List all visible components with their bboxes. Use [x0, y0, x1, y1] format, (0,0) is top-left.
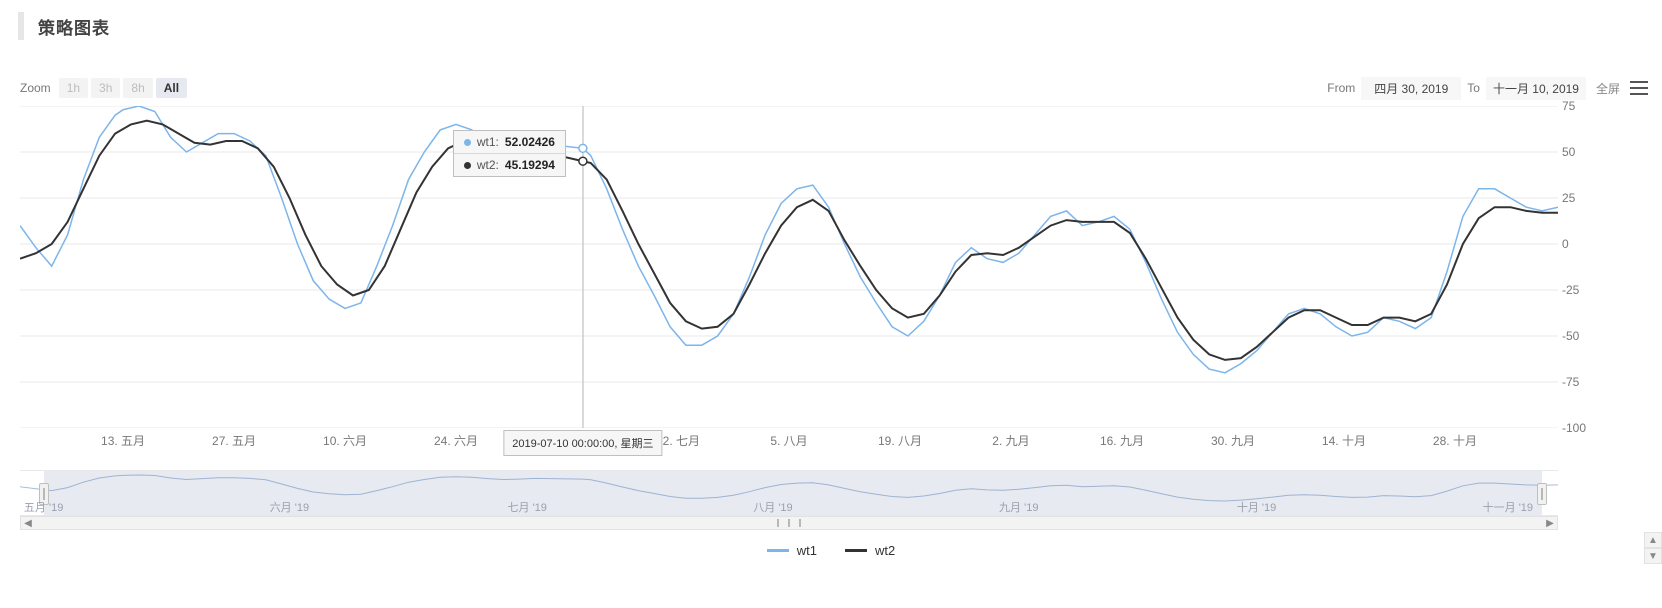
vertical-scroll-buttons: ▲ ▼ [1644, 532, 1662, 564]
hover-point-wt1 [579, 144, 587, 152]
title-accent-bar [18, 12, 24, 40]
legend-swatch-icon [845, 549, 867, 552]
y-tick-label: 25 [1562, 191, 1575, 205]
scroll-grip-icon[interactable] [777, 519, 801, 527]
chart-toolbar: Zoom 1h3h8hAll From 四月 30, 2019 To 十一月 1… [20, 74, 1648, 102]
scroll-down-icon[interactable]: ▼ [1644, 548, 1662, 564]
legend-item-wt1[interactable]: wt1 [767, 543, 817, 558]
hover-point-wt2 [579, 157, 587, 165]
page-title: 策略图表 [38, 14, 110, 39]
x-tick-label: 2. 九月 [992, 432, 1029, 449]
legend-label: wt1 [797, 543, 817, 558]
series-wt2 [20, 121, 1558, 360]
x-tick-label: 14. 十月 [1322, 432, 1366, 449]
x-tick-label: 22. 七月 [656, 432, 700, 449]
scroll-right-icon[interactable]: ▶ [1543, 517, 1557, 529]
navigator-tick-label: 六月 '19 [270, 499, 309, 515]
x-tick-label: 19. 八月 [878, 432, 922, 449]
hover-date-flag: 2019-07-10 00:00:00, 星期三 [503, 430, 662, 456]
chart-legend: wt1 wt2 [0, 540, 1662, 558]
zoom-button-1h[interactable]: 1h [59, 78, 88, 98]
legend-item-wt2[interactable]: wt2 [845, 543, 895, 558]
main-chart[interactable] [20, 106, 1558, 428]
navigator-tick-label: 十一月 '19 [1483, 499, 1533, 515]
hamburger-menu-icon[interactable] [1630, 81, 1648, 95]
y-tick-label: 0 [1562, 237, 1569, 251]
x-axis: 13. 五月 27. 五月 10. 六月 24. 六月 22. 七月 5. 八月 19. 八… [20, 432, 1558, 452]
y-tick-label: -75 [1562, 375, 1579, 389]
range-navigator[interactable]: 五月 '19 六月 '19 七月 '19 八月 '19 九月 '19 十月 '19 十一月 … [20, 470, 1558, 516]
navigator-tick-label: 九月 '19 [999, 499, 1038, 515]
tooltip-series-value: 45.19294 [505, 158, 555, 172]
tooltip-series-name: wt1: [477, 135, 499, 149]
to-label: To [1467, 81, 1480, 95]
from-label: From [1327, 81, 1355, 95]
y-tick-label: 50 [1562, 145, 1575, 159]
y-tick-label: -25 [1562, 283, 1579, 297]
zoom-label: Zoom [20, 81, 51, 95]
x-tick-label: 24. 六月 [434, 432, 478, 449]
x-tick-label: 5. 八月 [770, 432, 807, 449]
x-tick-label: 13. 五月 [101, 432, 145, 449]
zoom-button-all[interactable]: All [156, 78, 187, 98]
tooltip-series-name: wt2: [477, 158, 499, 172]
fullscreen-button[interactable]: 全屏 [1596, 80, 1620, 97]
legend-label: wt2 [875, 543, 895, 558]
x-tick-label: 27. 五月 [212, 432, 256, 449]
navigator-tick-label: 八月 '19 [753, 499, 792, 515]
x-tick-label: 10. 六月 [323, 432, 367, 449]
navigator-tick-label: 五月 '19 [24, 499, 63, 515]
x-tick-label: 30. 九月 [1211, 432, 1255, 449]
tooltip-series-value: 52.02426 [505, 135, 555, 149]
y-tick-label: 75 [1562, 99, 1575, 113]
legend-swatch-icon [767, 549, 789, 552]
title-row: 策略图表 [18, 12, 110, 40]
zoom-button-3h[interactable]: 3h [91, 78, 120, 98]
horizontal-scrollbar[interactable]: ◀ ▶ [20, 516, 1558, 530]
hover-tooltip: wt1: 52.02426 wt2: 45.19294 [453, 130, 566, 177]
navigator-tick-label: 七月 '19 [508, 499, 547, 515]
navigator-tick-label: 十月 '19 [1237, 499, 1276, 515]
scroll-up-icon[interactable]: ▲ [1644, 532, 1662, 548]
y-tick-label: -50 [1562, 329, 1579, 343]
from-date-input[interactable]: 四月 30, 2019 [1361, 77, 1461, 100]
zoom-button-8h[interactable]: 8h [123, 78, 152, 98]
scroll-left-icon[interactable]: ◀ [21, 517, 35, 529]
to-date-input[interactable]: 十一月 10, 2019 [1486, 77, 1586, 100]
y-axis: 7550250-25-50-75-100 [1562, 106, 1602, 428]
x-tick-label: 28. 十月 [1433, 432, 1477, 449]
navigator-ticks: 五月 '19 六月 '19 七月 '19 八月 '19 九月 '19 十月 '19 十一月 … [20, 499, 1558, 513]
x-tick-label: 16. 九月 [1100, 432, 1144, 449]
y-tick-label: -100 [1562, 421, 1586, 435]
